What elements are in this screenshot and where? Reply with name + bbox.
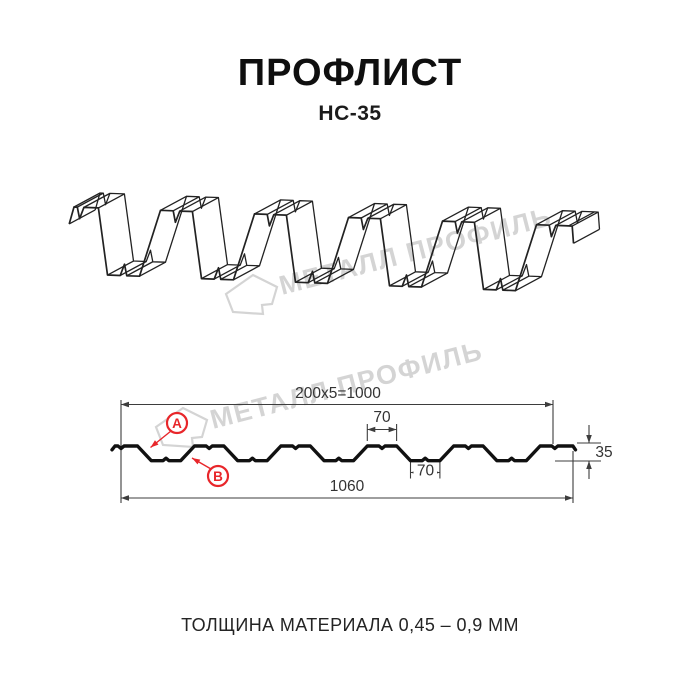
rib-length-line: [360, 203, 388, 219]
rib-length-line: [568, 211, 595, 227]
watermark-text: МЕТАЛЛ ПРОФИЛЬ: [276, 202, 555, 301]
dimension-value: 35: [595, 444, 612, 461]
rib-length-line: [327, 268, 354, 285]
rib-length-line: [139, 261, 166, 277]
rib-length-line: [266, 199, 294, 215]
rib-length-line: [571, 211, 599, 227]
rib-length-line: [536, 210, 563, 226]
rib-length-line: [408, 271, 436, 288]
rib-length-line: [573, 228, 600, 244]
metall-profil-logo-icon: [224, 273, 279, 316]
rib-length-line: [286, 200, 313, 216]
rib-length-line: [502, 275, 530, 291]
rib-length-line: [401, 271, 429, 287]
rib-length-line: [367, 203, 395, 219]
rib-length-line: [314, 268, 342, 284]
rib-length-line: [119, 260, 147, 277]
dimension-arrowhead: [192, 458, 201, 465]
profile-3d-drawing: [68, 192, 601, 292]
dimension-arrowhead: [121, 401, 129, 408]
dimension-arrowhead: [586, 461, 592, 469]
rib-length-line: [348, 202, 375, 219]
rib-length-line: [548, 210, 576, 226]
label-backing: [413, 464, 437, 478]
callout-circle: [206, 464, 230, 488]
rib-length-line: [474, 207, 501, 223]
profile-outline: [110, 444, 578, 463]
rib-length-line: [68, 209, 96, 225]
sheet-front-edge: [68, 206, 575, 292]
rib-length-line: [307, 268, 335, 284]
dimension-value: 1060: [330, 478, 365, 495]
dimension-arrowhead: [121, 495, 129, 501]
rib-length-line: [454, 207, 482, 223]
rib-length-line: [273, 200, 301, 216]
cross-section-dimensions: 200x5=1000 1060 70 70 35: [120, 385, 613, 503]
rib-length-line: [126, 261, 154, 277]
dimension-value: 200x5=1000: [295, 385, 381, 402]
dimension-arrowhead: [150, 440, 159, 448]
rib-length-line: [421, 272, 448, 288]
rib-length-line: [380, 204, 407, 220]
rib-length-line: [213, 264, 241, 280]
dimension-arrowhead: [545, 401, 553, 408]
sheet-back-edge: [94, 192, 601, 278]
rib-length-line: [107, 260, 134, 276]
page-title: ПРОФЛИСТ: [237, 52, 463, 94]
face-callouts: АВ: [150, 411, 230, 488]
rib-length-line: [233, 265, 260, 281]
rib-length-line: [389, 271, 416, 287]
callout-face-b: В: [191, 457, 230, 488]
dimension-value: 70: [417, 463, 435, 480]
rib-length-line: [483, 274, 510, 290]
rib-length-line: [192, 196, 219, 213]
dimension-arrowhead: [388, 426, 397, 433]
dimension-arrowhead: [565, 495, 573, 501]
thickness-caption: ТОЛЩИНА МАТЕРИАЛА 0,45 – 0,9 ММ: [181, 615, 519, 635]
profile-model-label: НС-35: [318, 102, 382, 125]
rib-length-line: [179, 196, 207, 212]
rib-length-line: [442, 206, 469, 222]
rib-length-line: [220, 264, 248, 280]
dimension-arrowhead: [586, 435, 592, 443]
rib-length-line: [98, 193, 125, 209]
rib-length-line: [73, 192, 101, 208]
rib-length-line: [160, 195, 187, 211]
callout-face-a: А: [150, 411, 189, 449]
dimension-arrowhead: [367, 426, 376, 433]
rib-length-line: [555, 210, 583, 227]
rib-length-line: [83, 192, 111, 208]
callout-letter: А: [172, 416, 182, 431]
rib-length-line: [76, 192, 104, 208]
callout-letter: В: [213, 469, 223, 484]
rib-length-line: [201, 264, 228, 280]
callout-circle: [165, 411, 189, 435]
metall-profil-logo-icon: [154, 406, 209, 449]
rib-length-line: [172, 196, 200, 212]
rib-length-line: [495, 275, 523, 291]
rib-length-line: [461, 207, 489, 223]
rib-length-line: [295, 267, 322, 283]
rib-length-line: [515, 276, 542, 292]
rib-length-line: [254, 199, 281, 215]
dimension-value: 70: [373, 409, 391, 426]
cross-section-profile: [110, 444, 578, 463]
